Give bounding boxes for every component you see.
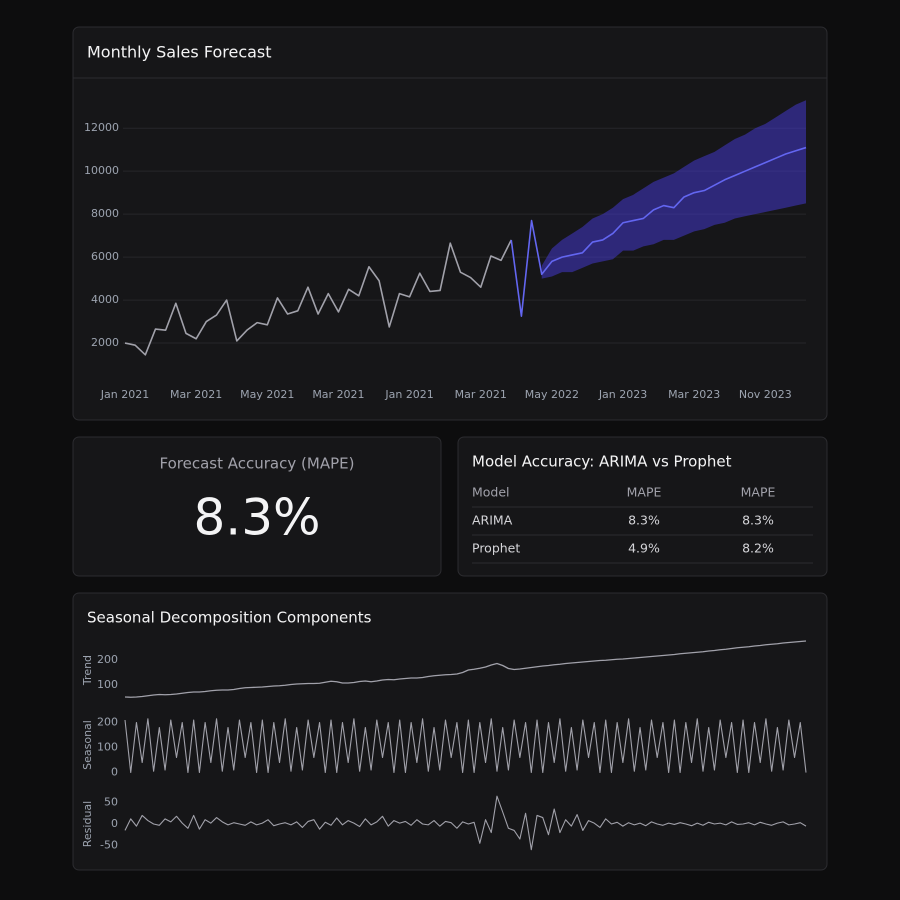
y-tick-label: 50	[104, 796, 118, 809]
accuracy-card	[72, 436, 442, 577]
y-tick-label: 6000	[91, 250, 119, 263]
y-axis-label: Trend	[81, 655, 94, 686]
x-tick-label: Mar 2021	[455, 388, 507, 401]
chart-title: Monthly Sales Forecast	[87, 43, 272, 62]
y-tick-label: -50	[100, 838, 118, 851]
confidence-band	[541, 100, 806, 279]
table-header: MAPE	[741, 485, 776, 500]
x-tick-label: Jan 2021	[100, 388, 149, 401]
x-tick-label: Mar 2023	[668, 388, 720, 401]
x-tick-label: Mar 2021	[170, 388, 222, 401]
table-header: MAPE	[627, 485, 662, 500]
x-tick-label: May 2021	[240, 388, 294, 401]
y-tick-label: 0	[111, 766, 118, 779]
decomposition-card	[72, 592, 828, 871]
table-cell: 8.3%	[628, 513, 660, 528]
series-line	[124, 718, 807, 774]
y-tick-label: 8000	[91, 207, 119, 220]
series-line	[124, 640, 807, 698]
y-tick-label: 2000	[91, 336, 119, 349]
table-header: Model	[472, 485, 510, 500]
y-tick-label: 4000	[91, 293, 119, 306]
table-cell: 8.3%	[742, 513, 774, 528]
x-tick-label: Jan 2021	[384, 388, 433, 401]
x-tick-label: Nov 2023	[739, 388, 792, 401]
forecast-card	[72, 26, 828, 421]
table-cell: 8.2%	[742, 541, 774, 556]
series-line	[510, 146, 807, 317]
table-cell: Prophet	[472, 541, 520, 556]
y-axis-label: Residual	[81, 801, 94, 847]
kpi-value: 8.3%	[193, 489, 320, 547]
table-cell: 4.9%	[628, 541, 660, 556]
y-tick-label: 100	[97, 678, 118, 691]
table-cell: ARIMA	[472, 513, 513, 528]
y-axis-label: Seasonal	[81, 720, 94, 770]
x-tick-label: Jan 2023	[598, 388, 647, 401]
y-tick-label: 200	[97, 716, 118, 729]
y-tick-label: 0	[111, 817, 118, 830]
table-title: Model Accuracy: ARIMA vs Prophet	[472, 453, 732, 471]
series-line	[124, 239, 512, 356]
decomposition-title: Seasonal Decomposition Components	[87, 609, 372, 627]
kpi-label: Forecast Accuracy (MAPE)	[160, 455, 355, 473]
y-tick-label: 200	[97, 653, 118, 666]
series-line	[124, 795, 807, 851]
x-tick-label: Mar 2021	[312, 388, 364, 401]
y-tick-label: 100	[97, 741, 118, 754]
x-tick-label: May 2022	[525, 388, 579, 401]
y-tick-label: 10000	[84, 164, 119, 177]
y-tick-label: 12000	[84, 121, 119, 134]
